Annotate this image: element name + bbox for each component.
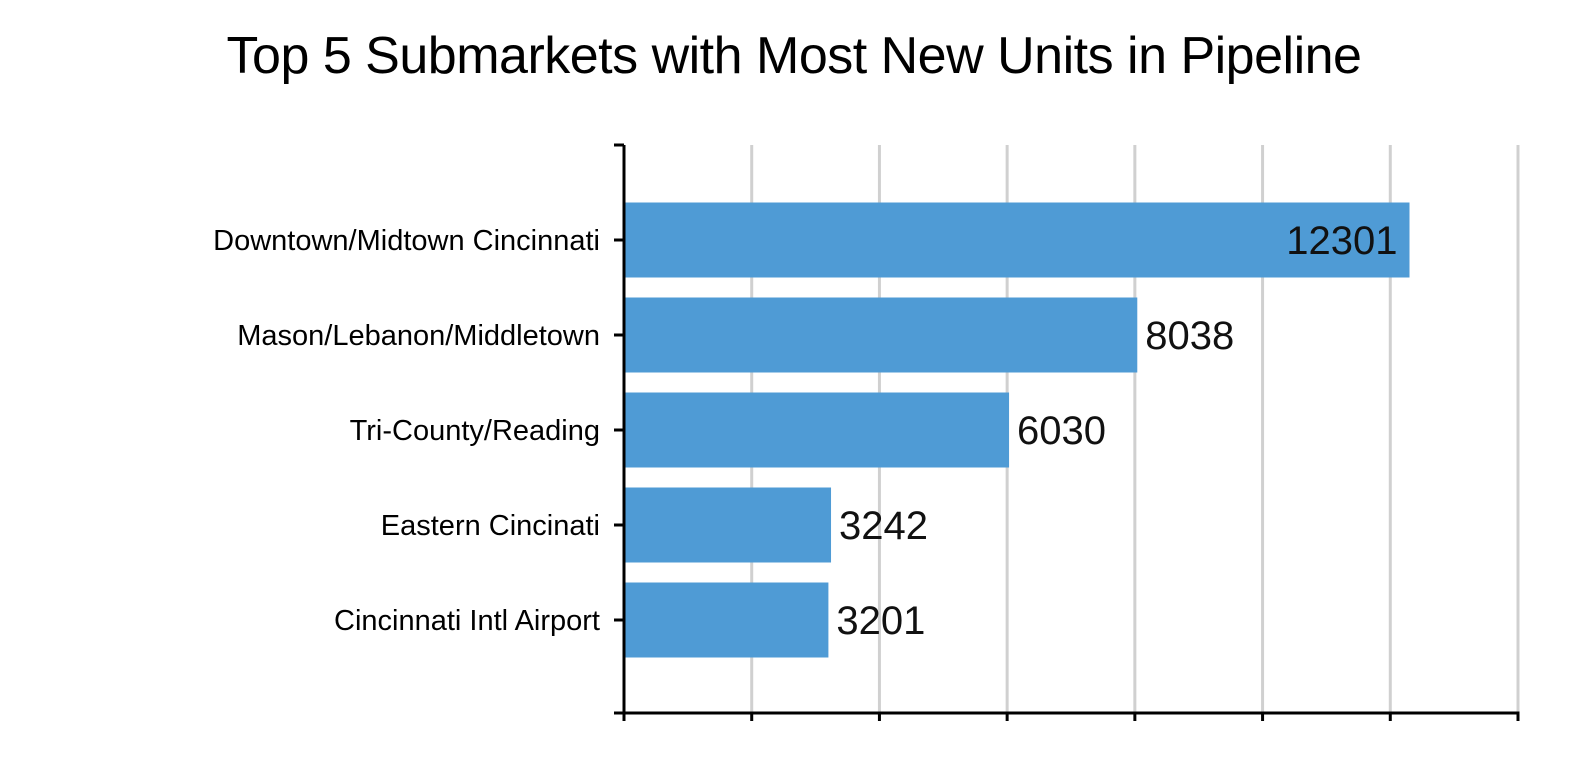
bar (624, 487, 832, 563)
data-label: 3242 (839, 504, 928, 548)
category-label: Mason/Lebanon/Middletown (237, 320, 600, 352)
category-label: Cincinnati Intl Airport (334, 605, 600, 637)
data-label: 12301 (1286, 219, 1397, 263)
category-label: Eastern Cincinati (381, 510, 600, 542)
bar (624, 392, 1010, 468)
category-label: Downtown/Midtown Cincinnati (213, 225, 600, 257)
bars (624, 202, 1410, 658)
axes (614, 143, 1520, 721)
bar (624, 582, 829, 658)
category-label: Tri-County/Reading (350, 415, 600, 447)
data-label: 3201 (836, 599, 925, 643)
labels: 12301 Downtown/Midtown Cincinnati 8038 Maso… (213, 219, 1397, 643)
bar (624, 202, 1410, 278)
chart-title: Top 5 Submarkets with Most New Units in … (226, 27, 1362, 85)
data-label: 8038 (1145, 314, 1234, 358)
bar (624, 297, 1138, 373)
data-label: 6030 (1017, 409, 1106, 453)
